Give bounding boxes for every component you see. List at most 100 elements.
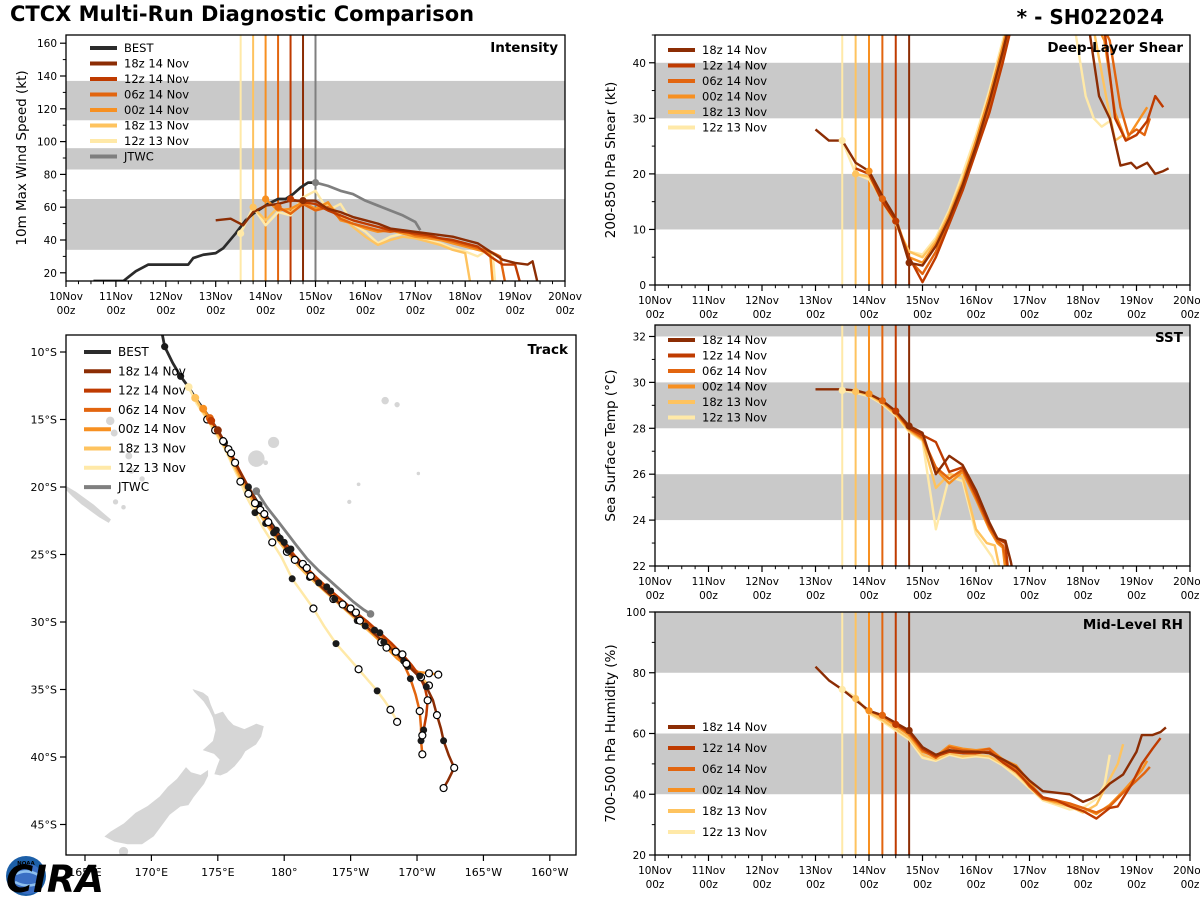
island-samoa-1 — [381, 396, 389, 405]
track-markers-r18z14 — [213, 426, 459, 793]
track-markers-r12z14 — [207, 416, 432, 740]
legend-label-r18z14: 18z 14 Nov — [124, 57, 189, 71]
intensity-init-dot-r18z14 — [299, 197, 307, 205]
intensity-series-r18z13 — [252, 202, 472, 281]
svg-text:00z: 00z — [1181, 590, 1200, 602]
svg-text:80: 80 — [44, 169, 57, 181]
svg-text:00z: 00z — [967, 590, 986, 602]
rh-panel-title: Mid-Level RH — [1083, 617, 1183, 633]
track-plot-area — [66, 335, 576, 855]
intensity-init-dot-r12z14 — [286, 195, 295, 203]
svg-text:00z: 00z — [356, 305, 375, 317]
track-markers-r12z13 — [184, 383, 402, 726]
svg-text:16Nov: 16Nov — [348, 291, 382, 303]
sst-chart: 10Nov 00z 11Nov 00z 12Nov 00z 13Nov 00z 14Nov 00z… — [603, 324, 1200, 602]
rh-init-dot-r06z14 — [878, 711, 886, 719]
svg-text:00z: 00z — [556, 305, 575, 317]
svg-text:00z: 00z — [1181, 309, 1200, 321]
intensity-series-r12z13 — [239, 189, 497, 281]
svg-text:20Nov: 20Nov — [1173, 865, 1200, 877]
rh-init-dot-r18z14 — [905, 726, 913, 735]
page-title: CTCX Multi-Run Diagnostic Comparison — [10, 2, 475, 26]
svg-text:00z: 00z — [913, 590, 932, 602]
intensity-init-dot-r06z14 — [274, 203, 282, 211]
svg-text:140: 140 — [37, 71, 57, 83]
legend-label-r12z14: 12z 14 Nov — [118, 384, 186, 398]
legend-label-r12z14: 12z 14 Nov — [124, 72, 189, 86]
island-fiji-small — [263, 460, 269, 466]
island-vanua-levu — [268, 436, 280, 449]
svg-text:165°E: 165°E — [68, 866, 101, 879]
svg-text:00z: 00z — [860, 309, 879, 321]
svg-text:165°W: 165°W — [465, 866, 502, 879]
sst-band-1 — [655, 382, 1190, 429]
svg-text:12Nov: 12Nov — [149, 291, 183, 303]
legend-label-best: BEST — [118, 345, 149, 359]
legend-label-r06z14: 06z 14 Nov — [702, 762, 767, 776]
legend-label-r12z13: 12z 13 Nov — [702, 411, 767, 425]
legend-label-r18z13: 18z 13 Nov — [702, 395, 767, 409]
footer-logos: NOAA CIRA — [4, 854, 304, 900]
svg-text:12Nov: 12Nov — [745, 295, 779, 307]
sst-y-axis-label: Sea Surface Temp (°C) — [603, 369, 619, 521]
svg-text:40°S: 40°S — [31, 751, 57, 764]
legend-label-r18z14: 18z 14 Nov — [118, 364, 186, 378]
svg-text:18Nov: 18Nov — [1066, 865, 1100, 877]
intensity-series-jtwc — [315, 181, 422, 231]
legend-label-r18z14: 18z 14 Nov — [702, 720, 767, 734]
shear-init-dot-r18z13 — [852, 170, 860, 178]
land-new-zealand-south-island — [102, 765, 209, 846]
svg-text:14Nov: 14Nov — [852, 576, 886, 588]
svg-text:00z: 00z — [456, 305, 475, 317]
legend-label-r18z14: 18z 14 Nov — [702, 43, 767, 57]
svg-text:120: 120 — [37, 104, 57, 116]
svg-text:00z: 00z — [913, 309, 932, 321]
svg-text:00z: 00z — [646, 590, 665, 602]
svg-text:15Nov: 15Nov — [299, 291, 333, 303]
svg-text:15°S: 15°S — [31, 414, 57, 427]
svg-text:20: 20 — [633, 169, 646, 181]
island-tonga-1 — [347, 499, 352, 504]
svg-text:00z: 00z — [1127, 309, 1146, 321]
rh-series-r12z14 — [895, 723, 1162, 820]
rh-band-1 — [655, 612, 1190, 673]
intensity-y-axis-label: 10m Max Wind Speed (kt) — [14, 70, 30, 245]
svg-text:00z: 00z — [806, 590, 825, 602]
shear-init-dot-r12z14 — [892, 217, 900, 225]
shear-axes: 10Nov 00z 11Nov 00z 12Nov 00z 13Nov 00z 14Nov 00z… — [633, 34, 1200, 321]
svg-text:170°E: 170°E — [135, 866, 168, 879]
svg-text:00z: 00z — [913, 879, 932, 891]
intensity-init-dot-r00z14 — [262, 195, 270, 203]
island-tonga-2 — [356, 482, 361, 487]
legend-label-jtwc: JTWC — [123, 150, 154, 164]
svg-text:24: 24 — [633, 515, 647, 527]
svg-text:00z: 00z — [106, 305, 125, 317]
rh-band-0 — [655, 733, 1190, 795]
legend-label-r06z14: 06z 14 Nov — [702, 364, 767, 378]
svg-text:22: 22 — [633, 561, 646, 573]
shear-init-dot-r06z14 — [878, 195, 886, 203]
legend-label-r06z14: 06z 14 Nov — [124, 88, 189, 102]
svg-text:100: 100 — [37, 137, 57, 149]
svg-text:NOAA: NOAA — [17, 861, 35, 867]
svg-text:28: 28 — [633, 423, 646, 435]
svg-text:00z: 00z — [806, 879, 825, 891]
intensity-panel-title: Intensity — [490, 40, 558, 56]
shear-init-dot-r12z13 — [838, 136, 846, 145]
track-markers-jtwc — [252, 487, 375, 618]
svg-text:30: 30 — [633, 113, 646, 125]
legend-label-r18z13: 18z 13 Nov — [118, 442, 186, 456]
sst-init-dot-r18z13 — [852, 387, 860, 396]
svg-text:00z: 00z — [306, 305, 325, 317]
svg-text:35°S: 35°S — [31, 683, 57, 696]
track-series-jtwc — [254, 489, 372, 616]
sst-init-dot-r06z14 — [878, 397, 886, 405]
svg-text:11Nov: 11Nov — [692, 576, 726, 588]
svg-text:00z: 00z — [156, 305, 175, 317]
island-efate — [125, 452, 133, 460]
legend-label-r06z14: 06z 14 Nov — [118, 403, 186, 417]
svg-text:18Nov: 18Nov — [1066, 576, 1100, 588]
